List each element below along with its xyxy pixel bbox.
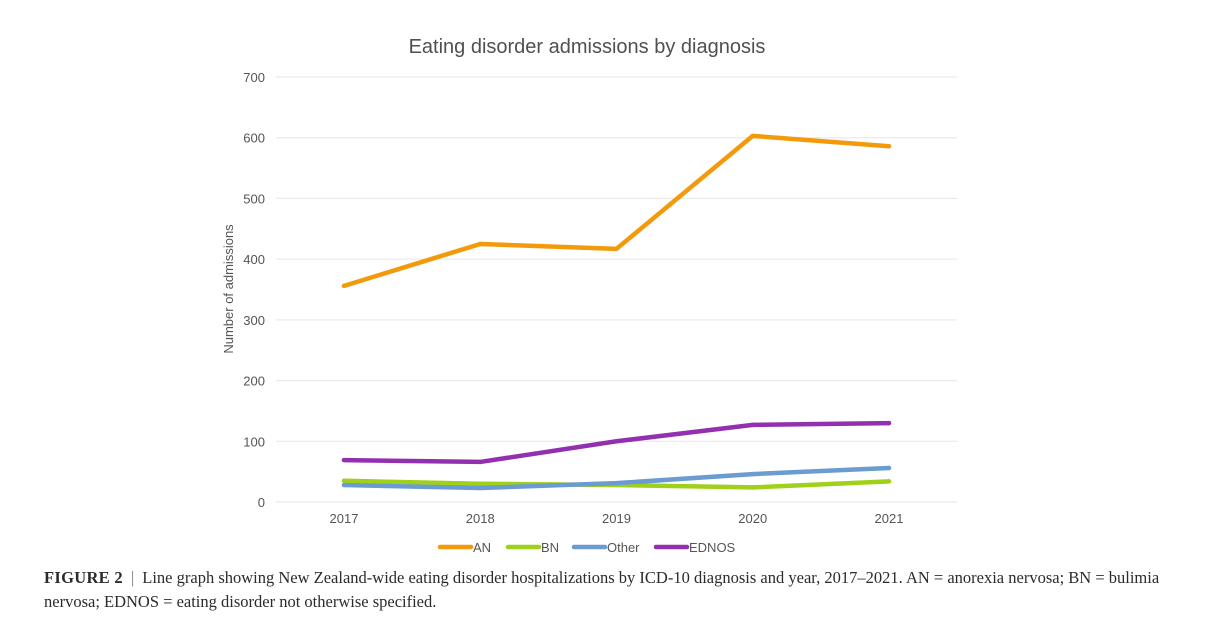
x-tick-label: 2019 (602, 511, 631, 526)
legend-label: BN (541, 540, 559, 555)
x-tick-label: 2018 (466, 511, 495, 526)
y-axis-label: Number of admissions (221, 224, 236, 354)
x-tick-label: 2021 (875, 511, 904, 526)
data-point-bn (478, 481, 483, 486)
series-lines (341, 133, 892, 491)
figure-caption: FIGURE 2 | Line graph showing New Zealand-… (44, 566, 1194, 614)
x-tick-labels: 2017 2018 2019 2020 2021 (330, 511, 904, 526)
y-tick-label: 100 (243, 434, 265, 449)
data-point-an (614, 246, 619, 252)
data-point-other (341, 482, 347, 488)
legend-label: Other (607, 540, 640, 555)
legend-label: EDNOS (689, 540, 736, 555)
data-point-ednos (886, 420, 892, 426)
x-tick-label: 2020 (738, 511, 767, 526)
data-point-ednos (750, 422, 755, 428)
data-point-other (614, 480, 619, 486)
data-point-ednos (478, 459, 483, 465)
line-chart: Eating disorder admissions by diagnosis … (221, 36, 957, 555)
legend: AN BN Other EDNOS (437, 540, 736, 555)
data-point-other (478, 485, 483, 491)
y-tick-label: 200 (243, 374, 265, 389)
chart-title: Eating disorder admissions by diagnosis (409, 36, 766, 58)
y-tick-label: 300 (243, 313, 265, 328)
data-point-other (886, 465, 892, 471)
data-point-bn (886, 479, 892, 484)
y-tick-label: 600 (243, 131, 265, 146)
legend-item-ednos: EDNOS (653, 540, 736, 555)
series-line-an (341, 133, 892, 289)
data-point-an (341, 283, 347, 289)
data-point-bn (750, 485, 755, 490)
caption-separator: | (130, 568, 135, 587)
caption-text: Line graph showing New Zealand-wide eati… (44, 568, 1160, 611)
data-point-an (750, 133, 755, 139)
legend-item-bn: BN (505, 540, 559, 555)
y-tick-label: 0 (258, 495, 265, 510)
data-point-an (886, 144, 892, 149)
data-point-ednos (614, 439, 619, 444)
y-tick-label: 500 (243, 191, 265, 206)
data-point-other (750, 471, 755, 477)
data-point-an (478, 241, 483, 247)
y-tick-labels: 0 100 200 300 400 500 600 700 (243, 70, 265, 510)
legend-item-an: AN (437, 540, 491, 555)
data-point-bn (341, 478, 347, 483)
legend-item-other: Other (571, 540, 640, 555)
y-tick-label: 700 (243, 70, 265, 85)
figure-label: FIGURE 2 (44, 568, 123, 587)
y-tick-label: 400 (243, 252, 265, 267)
gridlines (276, 76, 957, 503)
legend-label: AN (473, 540, 491, 555)
x-tick-label: 2017 (330, 511, 359, 526)
data-point-ednos (341, 457, 347, 463)
